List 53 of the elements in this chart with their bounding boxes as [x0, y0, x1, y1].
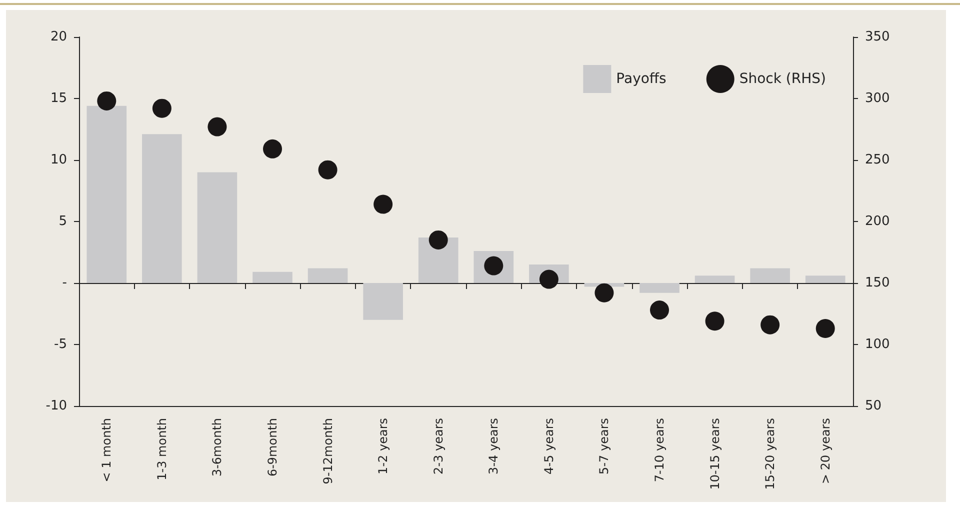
point	[594, 283, 614, 302]
x-tick-label: 3-4 years	[486, 418, 501, 474]
x-tick-label: 1-2 years	[376, 418, 390, 474]
point	[208, 117, 227, 136]
bar	[308, 268, 348, 283]
y2-tick-label: 50	[865, 398, 882, 414]
point	[760, 315, 780, 334]
y-tick-label: -	[62, 276, 68, 290]
x-tick-label: 9-12month	[320, 418, 335, 484]
y-tick-label: 10	[50, 152, 67, 168]
bar	[640, 283, 680, 293]
bar	[197, 172, 238, 283]
legend-label: Shock (RHS)	[739, 71, 826, 87]
y-tick-label: 15	[50, 91, 67, 106]
y2-tick-label: 150	[865, 276, 890, 290]
point	[539, 270, 558, 289]
x-tick-label: < 1 month	[100, 418, 114, 482]
y-tick-label: 20	[50, 30, 67, 44]
bar	[252, 272, 292, 283]
point	[374, 194, 393, 214]
point	[97, 91, 116, 110]
x-tick-label: > 20 years	[818, 418, 832, 484]
point	[318, 160, 338, 180]
point	[705, 312, 724, 331]
bar	[363, 283, 403, 320]
x-tick-label: 5-7 years	[597, 418, 612, 474]
bar	[694, 276, 735, 283]
y-tick-label: -5	[54, 337, 67, 352]
x-tick-label: 7-10 years	[652, 418, 666, 482]
y2-tick-label: 300	[865, 91, 890, 106]
x-tick-label: 10-15 years	[708, 418, 722, 490]
y-tick-label: -10	[46, 398, 67, 414]
x-tick-label: 2-3 years	[431, 418, 446, 474]
y-tick-label: 5	[58, 214, 67, 229]
x-tick-label: 1-3 month	[154, 418, 169, 480]
legend-label: Payoffs	[616, 71, 666, 87]
bar	[142, 134, 182, 283]
bar	[86, 106, 127, 283]
point	[650, 300, 669, 320]
point	[263, 139, 282, 158]
point	[816, 319, 835, 338]
y2-tick-label: 100	[865, 337, 890, 352]
x-tick-label: 6-9month	[266, 418, 280, 477]
point	[152, 98, 172, 118]
y2-tick-label: 200	[865, 214, 890, 229]
y2-tick-label: 250	[865, 152, 890, 168]
bar	[805, 276, 846, 283]
bar	[750, 268, 790, 283]
x-tick-label: 15-20 years	[763, 418, 778, 490]
y2-tick-label: 350	[865, 30, 890, 44]
point	[428, 230, 448, 250]
x-tick-label: 4-5 years	[542, 418, 556, 474]
x-tick-label: 3-6month	[210, 418, 224, 477]
